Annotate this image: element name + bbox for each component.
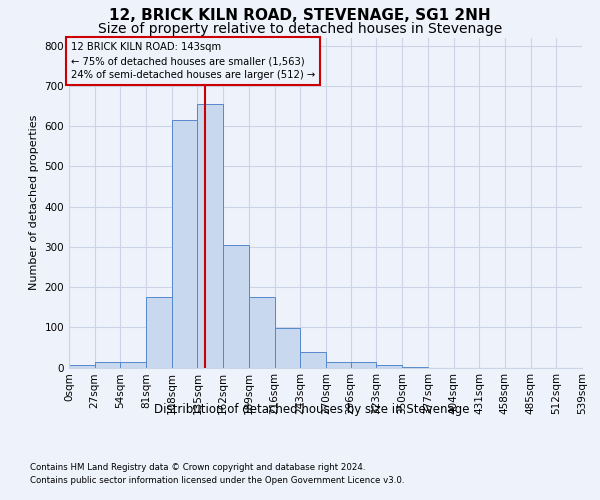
Bar <box>351 362 376 368</box>
Bar <box>326 362 351 368</box>
Bar <box>121 362 146 368</box>
Bar <box>146 297 172 368</box>
Bar <box>376 366 402 368</box>
Text: 12, BRICK KILN ROAD, STEVENAGE, SG1 2NH: 12, BRICK KILN ROAD, STEVENAGE, SG1 2NH <box>109 8 491 22</box>
Bar <box>172 120 197 368</box>
Text: Contains public sector information licensed under the Open Government Licence v3: Contains public sector information licen… <box>30 476 404 485</box>
Y-axis label: Number of detached properties: Number of detached properties <box>29 115 39 290</box>
Bar <box>197 104 223 368</box>
Bar <box>300 352 326 368</box>
Text: Contains HM Land Registry data © Crown copyright and database right 2024.: Contains HM Land Registry data © Crown c… <box>30 464 365 472</box>
Bar <box>402 366 428 368</box>
Bar <box>249 297 275 368</box>
Bar <box>69 366 95 368</box>
Text: 12 BRICK KILN ROAD: 143sqm
← 75% of detached houses are smaller (1,563)
24% of s: 12 BRICK KILN ROAD: 143sqm ← 75% of deta… <box>71 42 315 80</box>
Text: Distribution of detached houses by size in Stevenage: Distribution of detached houses by size … <box>154 402 470 415</box>
Text: Size of property relative to detached houses in Stevenage: Size of property relative to detached ho… <box>98 22 502 36</box>
Bar <box>223 245 249 368</box>
Bar <box>275 328 300 368</box>
Bar <box>95 362 121 368</box>
